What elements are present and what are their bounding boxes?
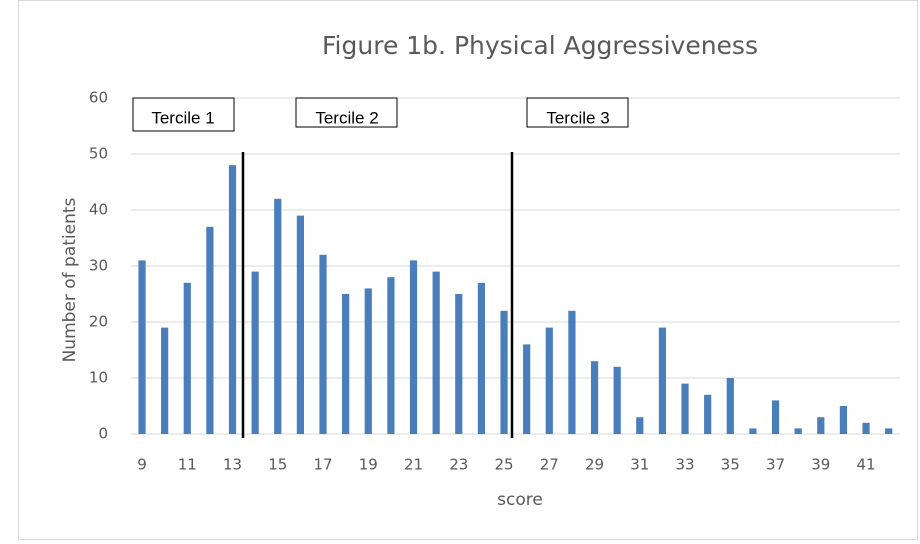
bar — [500, 310, 508, 434]
x-tick-label: 15 — [268, 456, 287, 474]
bar — [681, 383, 689, 434]
bar — [183, 282, 191, 434]
annotation: Tercile 3 — [546, 108, 609, 127]
bar — [885, 428, 893, 434]
x-tick-label: 13 — [223, 456, 242, 474]
x-tick-label: 11 — [178, 456, 197, 474]
bar — [319, 254, 327, 434]
bar — [138, 260, 146, 434]
bar — [251, 271, 259, 434]
bar — [161, 327, 169, 434]
y-tick-label: 20 — [89, 313, 108, 331]
x-tick-label: 23 — [449, 456, 468, 474]
bar — [726, 378, 734, 434]
y-tick-label: 60 — [89, 89, 108, 107]
annotation-box — [526, 97, 629, 128]
plot-area: 0 10 20 30 40 50 60 9 11 13 15 17 19 21 23 25 27 29 31 33 35… — [89, 89, 900, 474]
chart-frame — [18, 0, 918, 540]
x-tick-label: 35 — [721, 456, 740, 474]
annotations: Tercile 1 Tercile 2 Tercile 3 — [132, 97, 629, 438]
x-tick-label: 19 — [359, 456, 378, 474]
bar — [771, 400, 780, 434]
x-tick-label: 17 — [313, 456, 332, 474]
y-tick-label: 10 — [89, 369, 108, 387]
x-tick-label: 9 — [137, 456, 147, 474]
bar — [590, 361, 599, 434]
bar — [636, 417, 644, 434]
bar — [228, 165, 237, 434]
x-axis-label: score — [497, 490, 543, 510]
x-tick-label: 37 — [766, 456, 785, 474]
bar — [613, 366, 621, 434]
bar — [794, 428, 802, 434]
bar — [409, 260, 418, 434]
y-axis-label: Number of patients — [60, 197, 80, 362]
bar — [568, 310, 576, 434]
x-tick-label: 21 — [404, 456, 423, 474]
x-tick-label: 25 — [494, 456, 513, 474]
bar — [274, 198, 282, 434]
y-tick-label: 0 — [98, 425, 108, 443]
bar — [432, 271, 440, 434]
bar — [545, 327, 553, 434]
bar — [296, 215, 304, 434]
chart-title: Figure 1b. Physical Aggressiveness — [322, 31, 758, 60]
bar — [817, 417, 825, 434]
bar — [387, 277, 395, 434]
annotation-box — [132, 97, 235, 132]
bar — [477, 282, 486, 434]
annotation: Tercile 2 — [315, 108, 378, 127]
y-tick-label: 50 — [89, 145, 108, 163]
annotation: Tercile 1 — [151, 108, 214, 127]
x-tick-label: 29 — [585, 456, 604, 474]
x-tick-label: 33 — [676, 456, 695, 474]
bar — [862, 422, 870, 434]
bar — [455, 294, 463, 434]
bar — [749, 428, 757, 434]
y-tick-label: 30 — [89, 257, 108, 275]
bar — [206, 226, 214, 434]
bar — [342, 294, 350, 434]
x-tick-label: 27 — [540, 456, 559, 474]
bar — [364, 288, 372, 434]
x-tick-label: 41 — [857, 456, 876, 474]
annotation-box — [295, 97, 398, 128]
bar — [704, 394, 712, 434]
y-tick-label: 40 — [89, 201, 108, 219]
x-tick-label: 31 — [630, 456, 649, 474]
bar — [839, 406, 848, 434]
bar — [658, 327, 667, 434]
x-tick-label: 39 — [811, 456, 830, 474]
bar — [523, 344, 531, 434]
